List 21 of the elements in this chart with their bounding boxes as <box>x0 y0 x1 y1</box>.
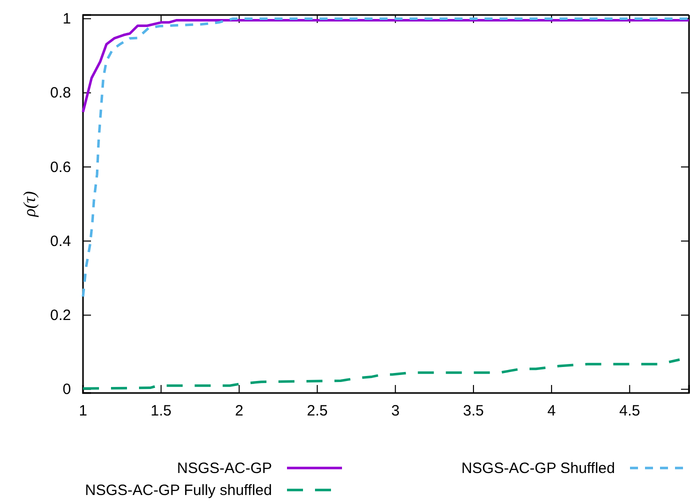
legend-label: NSGS-AC-GP <box>176 460 272 477</box>
x-tick-label: 3.5 <box>463 402 484 420</box>
y-axis-title: ρ(τ) <box>20 190 39 218</box>
x-tick-label: 4.5 <box>619 402 640 420</box>
y-tick-label: 0 <box>62 381 71 398</box>
x-tick-label: 2 <box>235 402 244 420</box>
y-tick-label: 0.8 <box>50 84 71 102</box>
x-tick-label: 4 <box>547 402 556 420</box>
legend-label: NSGS-AC-GP Fully shuffled <box>84 482 272 499</box>
x-tick-label: 1 <box>78 402 88 420</box>
x-tick-label: 3 <box>391 402 400 420</box>
x-tick-label: 2.5 <box>306 402 328 420</box>
y-tick-label: 1 <box>62 10 71 28</box>
line-series <box>82 18 690 114</box>
y-tick-label: 0.2 <box>50 306 71 324</box>
legend-label: NSGS-AC-GP Shuffled <box>461 460 615 477</box>
y-tick-label: 0.4 <box>50 232 71 250</box>
x-tick-label: 1.5 <box>150 402 172 420</box>
line-series <box>82 17 690 298</box>
y-tick-label: 0.6 <box>50 158 71 176</box>
line-series <box>82 358 681 390</box>
